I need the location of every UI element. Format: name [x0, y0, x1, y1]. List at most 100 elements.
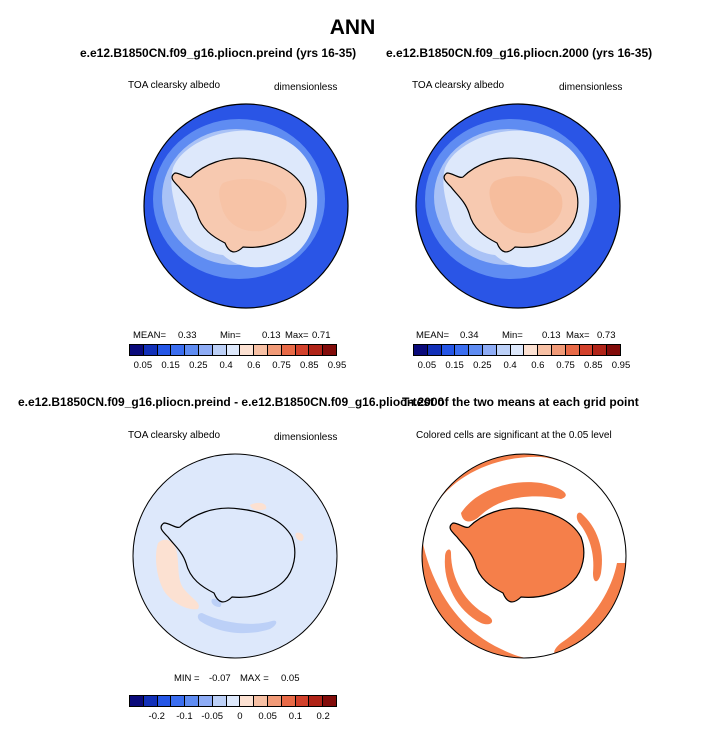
- top-right-max-value: 0.73: [597, 330, 616, 341]
- colorbar-swatch: [455, 345, 470, 355]
- bottom-left-max-label: MAX =: [240, 673, 269, 684]
- colorbar-tick-label: 0: [237, 711, 243, 722]
- bottom-left-max-value: 0.05: [281, 673, 300, 684]
- top-right-polar-map: [415, 103, 621, 309]
- colorbar-tick-label: 0.2: [316, 711, 330, 722]
- colorbar-swatch: [281, 696, 296, 706]
- colorbar-swatch: [226, 696, 241, 706]
- colorbar-tick-label: 0.6: [531, 360, 545, 371]
- bottom-left-colorbar: [129, 695, 337, 707]
- colorbar-swatch: [323, 345, 336, 355]
- top-right-case-title: e.e12.B1850CN.f09_g16.pliocn.2000 (yrs 1…: [386, 46, 653, 60]
- top-left-min-value: 0.13: [262, 330, 281, 341]
- colorbar-swatch: [551, 345, 566, 355]
- colorbar-swatch: [198, 345, 213, 355]
- colorbar-tick-label: -0.2: [148, 711, 165, 722]
- top-left-colorbar: [129, 344, 337, 356]
- colorbar-swatch: [254, 345, 268, 355]
- colorbar-tick-label: -0.1: [176, 711, 193, 722]
- colorbar-swatch: [171, 345, 186, 355]
- top-right-units: dimensionless: [559, 82, 623, 93]
- antarctica-plateau: [219, 179, 287, 232]
- colorbar-swatch: [157, 696, 172, 706]
- top-left-polar-map: [143, 103, 349, 309]
- colorbar-swatch: [593, 345, 608, 355]
- top-right-min-label: Min=: [502, 330, 523, 341]
- colorbar-tick-label: -0.05: [201, 711, 224, 722]
- positive-difference-region: [250, 502, 267, 511]
- colorbar-swatch: [143, 345, 158, 355]
- bottom-left-case-title: e.e12.B1850CN.f09_g16.pliocn.preind - e.…: [18, 395, 445, 409]
- colorbar-swatch: [565, 345, 580, 355]
- colorbar-swatch: [240, 345, 255, 355]
- colorbar-swatch: [427, 345, 442, 355]
- top-left-variable: TOA clearsky albedo: [128, 80, 221, 91]
- colorbar-tick-label: 0.75: [272, 360, 291, 371]
- bottom-left-min-label: MIN =: [174, 673, 200, 684]
- colorbar-tick-label: 0.05: [258, 711, 277, 722]
- significant-region: [461, 482, 566, 522]
- bottom-left-min-value: -0.07: [209, 673, 231, 684]
- colorbar-swatch: [185, 345, 199, 355]
- colorbar-swatch: [267, 696, 282, 706]
- colorbar-swatch: [281, 345, 296, 355]
- colorbar-swatch: [198, 696, 213, 706]
- top-left-case-title: e.e12.B1850CN.f09_g16.pliocn.preind (yrs…: [80, 46, 357, 60]
- colorbar-swatch: [309, 696, 324, 706]
- bottom-right-subtitle: Colored cells are significant at the 0.0…: [416, 430, 612, 441]
- colorbar-swatch: [157, 345, 172, 355]
- colorbar-swatch: [579, 345, 594, 355]
- colorbar-swatch: [185, 696, 199, 706]
- colorbar-tick-label: 0.1: [288, 711, 302, 722]
- colorbar-swatch: [496, 345, 511, 355]
- colorbar-swatch: [607, 345, 620, 355]
- top-left-mean-value: 0.33: [178, 330, 197, 341]
- colorbar-tick-label: 0.05: [133, 360, 153, 371]
- colorbar-swatch: [295, 696, 310, 706]
- top-right-variable: TOA clearsky albedo: [412, 80, 505, 91]
- colorbar-swatch: [212, 345, 227, 355]
- colorbar-tick-label: 0.4: [503, 360, 517, 371]
- colorbar-swatch: [482, 345, 497, 355]
- top-left-max-label: Max=: [285, 330, 309, 341]
- colorbar-tick-label: 0.25: [189, 360, 208, 371]
- colorbar-tick-label: 0.05: [417, 360, 437, 371]
- top-right-max-label: Max=: [566, 330, 590, 341]
- top-right-mean-label: MEAN=: [416, 330, 449, 341]
- colorbar-tick-label: 0.75: [556, 360, 575, 371]
- top-right-min-value: 0.13: [542, 330, 561, 341]
- colorbar-tick-label: 0.25: [473, 360, 492, 371]
- colorbar-swatch: [240, 696, 255, 706]
- colorbar-tick-label: 0.4: [219, 360, 233, 371]
- top-left-mean-label: MEAN=: [133, 330, 166, 341]
- colorbar-swatch: [212, 696, 227, 706]
- colorbar-tick-label: 0.95: [327, 360, 347, 371]
- significant-region: [576, 512, 603, 582]
- top-right-mean-value: 0.34: [460, 330, 479, 341]
- colorbar-swatch: [171, 696, 186, 706]
- colorbar-swatch: [309, 345, 324, 355]
- bottom-right-title: T-test of the two means at each grid poi…: [402, 395, 639, 409]
- positive-difference-region: [156, 539, 199, 610]
- figure-title: ANN: [329, 16, 376, 39]
- colorbar-swatch: [143, 696, 158, 706]
- colorbar-swatch: [414, 345, 428, 355]
- colorbar-swatch: [538, 345, 552, 355]
- colorbar-swatch: [267, 345, 282, 355]
- colorbar-swatch: [130, 696, 144, 706]
- negative-difference-region: [197, 613, 277, 634]
- colorbar-tick-label: 0.15: [161, 360, 180, 371]
- top-left-min-label: Min=: [220, 330, 241, 341]
- colorbar-swatch: [226, 345, 241, 355]
- antarctica-plateau: [489, 176, 563, 234]
- colorbar-tick-label: 0.15: [445, 360, 464, 371]
- positive-difference-region: [295, 532, 304, 541]
- colorbar-swatch: [254, 696, 268, 706]
- colorbar-swatch: [510, 345, 525, 355]
- colorbar-swatch: [441, 345, 456, 355]
- colorbar-swatch: [524, 345, 539, 355]
- colorbar-swatch: [295, 345, 310, 355]
- colorbar-tick-label: 0.6: [247, 360, 261, 371]
- colorbar-swatch: [469, 345, 483, 355]
- top-left-max-value: 0.71: [312, 330, 331, 341]
